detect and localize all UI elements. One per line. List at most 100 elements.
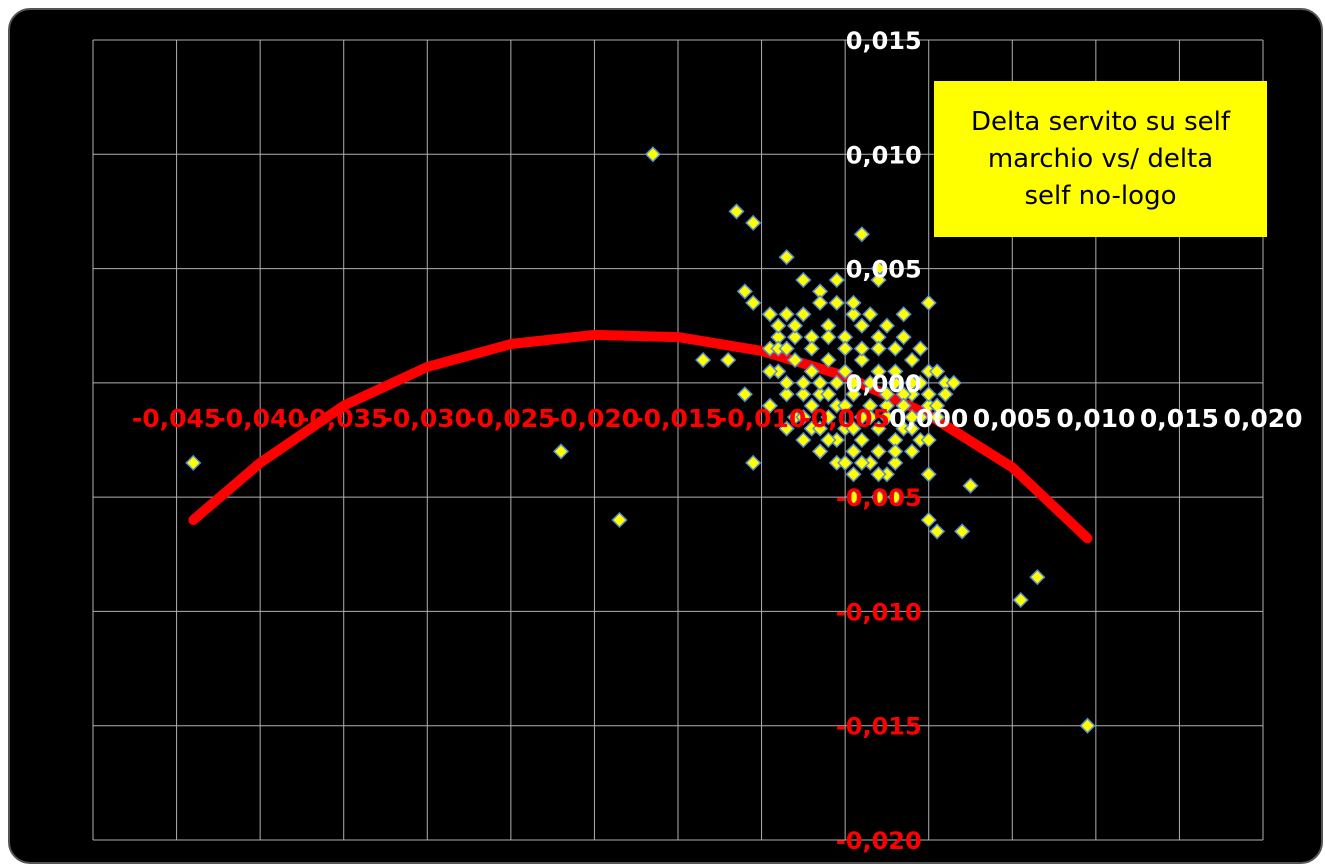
- data-point: [853, 226, 870, 243]
- data-point: [887, 340, 904, 357]
- x-tick-label: 0,005: [973, 404, 1052, 433]
- chart-annotation: Delta servito su self marchio vs/ delta …: [934, 81, 1267, 237]
- data-point: [845, 306, 862, 323]
- data-point: [912, 340, 929, 357]
- x-tick-label: -0,040: [215, 404, 304, 433]
- data-point: [887, 443, 904, 460]
- data-point: [812, 420, 829, 437]
- data-point: [828, 374, 845, 391]
- data-point: [820, 431, 837, 449]
- data-point: [820, 409, 837, 426]
- x-tick-label: -0,045: [132, 404, 221, 433]
- data-point: [745, 454, 762, 471]
- data-point: [795, 386, 812, 403]
- data-point: [878, 409, 895, 426]
- data-point: [185, 454, 202, 471]
- data-point: [920, 466, 937, 483]
- data-point: [853, 454, 870, 471]
- y-tick-label: -0,020: [836, 827, 922, 855]
- data-point: [862, 306, 879, 323]
- data-point: [795, 431, 812, 449]
- y-tick-label: 0,010: [846, 141, 922, 169]
- data-point: [853, 340, 870, 357]
- data-points: [185, 146, 1096, 734]
- x-tick-label: -0,020: [550, 404, 639, 433]
- data-point: [845, 466, 862, 483]
- data-point: [887, 374, 904, 391]
- data-point: [929, 397, 946, 414]
- data-point: [954, 523, 971, 540]
- data-point: [803, 397, 820, 414]
- data-point: [853, 431, 870, 449]
- data-point: [803, 363, 820, 380]
- y-tick-label: -0,010: [836, 598, 922, 626]
- data-point: [778, 420, 795, 437]
- data-point: [828, 294, 845, 311]
- data-point: [903, 409, 921, 426]
- data-point: [903, 420, 921, 437]
- x-tick-label: -0,025: [466, 404, 555, 433]
- data-point: [862, 374, 879, 391]
- x-tick-label: 0,010: [1056, 404, 1135, 433]
- data-point: [786, 317, 804, 334]
- data-point: [870, 363, 887, 380]
- trend-curve: [188, 329, 1093, 544]
- x-tick-label: 0,000: [889, 404, 968, 433]
- y-tick-label: 0,005: [846, 256, 922, 284]
- data-point: [878, 397, 895, 414]
- data-point: [761, 397, 778, 414]
- data-point: [845, 420, 862, 437]
- data-point: [820, 329, 837, 346]
- data-point: [870, 466, 887, 483]
- data-point: [778, 374, 795, 391]
- data-point: [736, 386, 753, 403]
- data-point: [745, 214, 762, 231]
- y-tick-label: 0,015: [846, 27, 922, 55]
- data-point: [845, 294, 862, 311]
- data-point: [920, 294, 937, 311]
- data-point: [1012, 591, 1029, 609]
- data-point: [929, 363, 946, 380]
- data-point: [870, 420, 887, 437]
- x-tick-label: -0,015: [633, 404, 722, 433]
- x-tick-label: 0,020: [1223, 404, 1302, 433]
- data-point: [845, 374, 862, 391]
- data-point: [786, 329, 804, 346]
- data-point: [878, 386, 895, 403]
- data-point: [853, 317, 870, 334]
- data-point: [887, 489, 904, 506]
- x-tick-label: -0,035: [299, 404, 388, 433]
- data-point: [611, 511, 628, 529]
- data-point: [761, 306, 778, 323]
- data-point: [778, 249, 795, 266]
- data-point: [778, 340, 795, 357]
- data-point: [853, 409, 870, 426]
- y-tick-label: 0,000: [846, 370, 922, 398]
- data-point: [837, 340, 854, 357]
- data-point: [795, 409, 812, 426]
- data-point: [837, 454, 854, 471]
- data-point: [870, 340, 887, 357]
- data-point: [903, 374, 921, 391]
- data-point: [695, 351, 712, 369]
- data-point: [929, 523, 946, 540]
- x-tick-label: -0,030: [383, 404, 472, 433]
- data-point: [720, 351, 737, 369]
- data-point: [870, 489, 887, 506]
- data-point: [820, 386, 837, 403]
- data-point: [887, 454, 904, 471]
- data-point: [895, 397, 912, 414]
- y-tick-label: -0,005: [836, 484, 922, 512]
- data-point: [962, 477, 979, 494]
- data-point: [895, 306, 912, 323]
- data-point: [812, 374, 829, 391]
- data-point: [786, 351, 804, 369]
- data-point: [903, 351, 921, 369]
- data-point: [820, 351, 837, 369]
- data-point: [853, 351, 870, 369]
- data-point: [870, 271, 887, 289]
- data-point: [903, 443, 921, 460]
- trend-line: [188, 329, 1093, 544]
- data-point: [795, 306, 812, 323]
